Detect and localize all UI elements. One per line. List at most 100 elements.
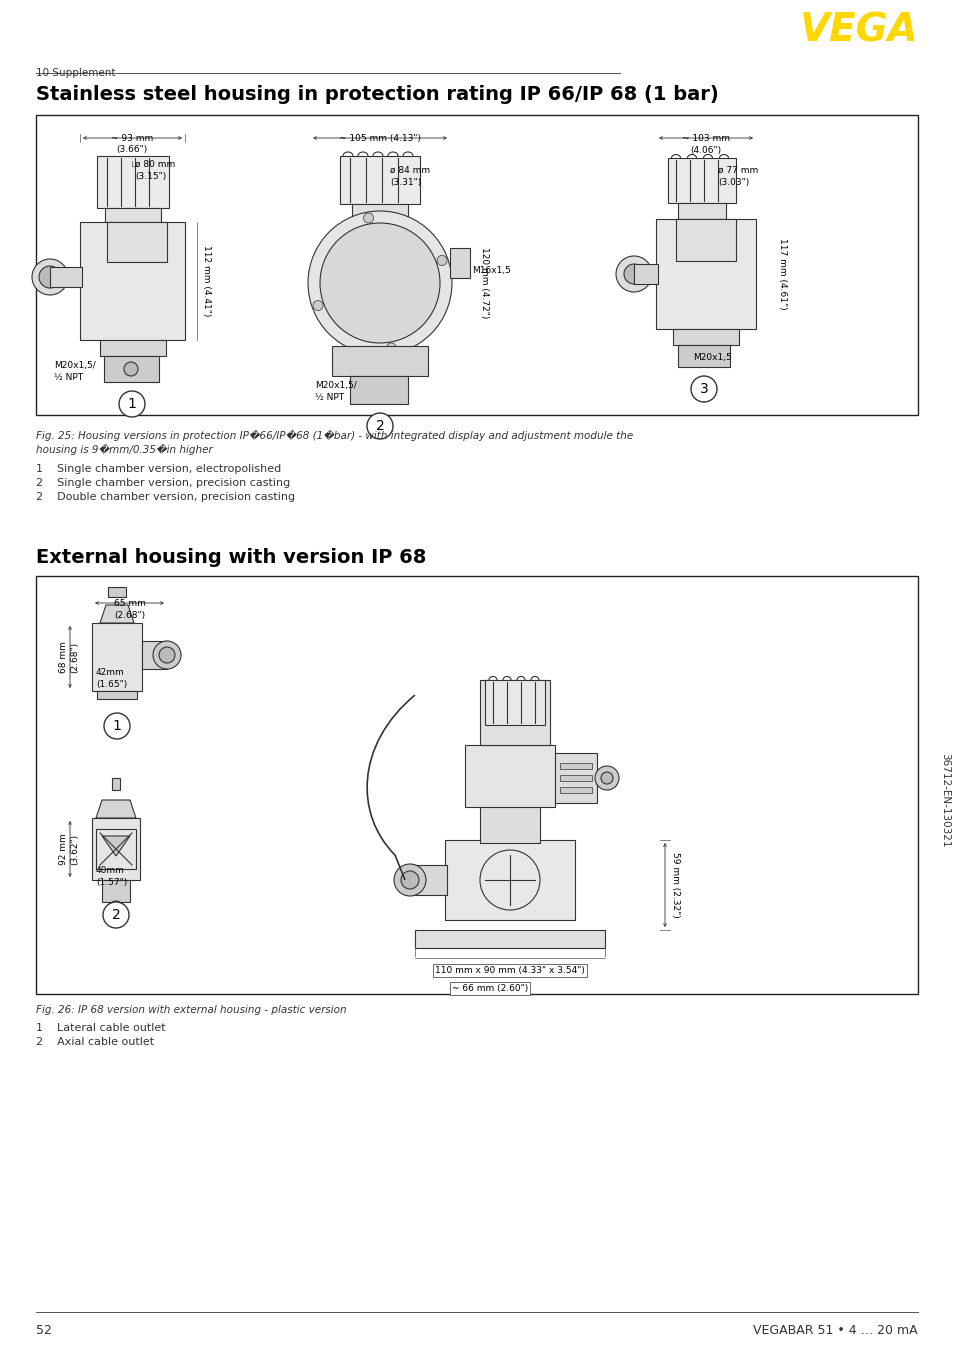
Text: ½ NPT: ½ NPT xyxy=(314,393,344,402)
Text: 68 mm: 68 mm xyxy=(59,640,68,673)
Circle shape xyxy=(616,256,651,292)
Text: (3.15"): (3.15") xyxy=(135,172,166,181)
Text: (4.06"): (4.06") xyxy=(690,146,720,154)
Bar xyxy=(348,222,412,230)
Circle shape xyxy=(394,864,426,896)
Text: 1    Lateral cable outlet: 1 Lateral cable outlet xyxy=(36,1024,166,1033)
Bar xyxy=(80,222,185,340)
Circle shape xyxy=(119,391,145,417)
Text: (2.68"): (2.68") xyxy=(70,642,79,673)
Bar xyxy=(339,156,419,204)
Text: ø 77 mm: ø 77 mm xyxy=(718,167,758,175)
Text: (1.57"): (1.57") xyxy=(96,877,127,887)
Text: 65 mm: 65 mm xyxy=(114,598,146,608)
Bar xyxy=(656,219,755,329)
Text: 2: 2 xyxy=(375,418,384,433)
Circle shape xyxy=(319,223,439,343)
Text: External housing with version IP 68: External housing with version IP 68 xyxy=(36,548,426,567)
Circle shape xyxy=(623,264,643,284)
Text: (1.65"): (1.65") xyxy=(96,680,127,689)
Circle shape xyxy=(600,772,613,784)
Bar xyxy=(479,806,539,844)
Text: 40mm: 40mm xyxy=(96,867,125,875)
Bar xyxy=(678,203,725,219)
Text: 59 mm (2.32"): 59 mm (2.32") xyxy=(670,852,679,918)
Bar xyxy=(91,818,140,880)
Bar xyxy=(104,356,159,382)
Bar xyxy=(559,764,592,769)
Text: 2    Single chamber version, precision casting: 2 Single chamber version, precision cast… xyxy=(36,478,290,487)
Bar xyxy=(50,267,82,287)
Bar xyxy=(672,329,739,345)
Text: 110 mm x 90 mm (4.33" x 3.54"): 110 mm x 90 mm (4.33" x 3.54") xyxy=(435,965,584,975)
Text: ½ NPT: ½ NPT xyxy=(54,372,83,382)
Text: (3.62"): (3.62") xyxy=(70,834,79,865)
Bar xyxy=(112,779,120,789)
Text: 120 mm (4.72"): 120 mm (4.72") xyxy=(479,248,489,318)
Circle shape xyxy=(159,647,174,663)
Text: 52: 52 xyxy=(36,1324,51,1336)
Text: VEGABAR 51 • 4 … 20 mA: VEGABAR 51 • 4 … 20 mA xyxy=(753,1324,917,1336)
Bar xyxy=(91,623,142,691)
Text: 2    Double chamber version, precision casting: 2 Double chamber version, precision cast… xyxy=(36,492,294,502)
Bar xyxy=(107,222,167,263)
Bar xyxy=(450,248,470,278)
Text: 112 mm (4.41"): 112 mm (4.41") xyxy=(202,245,211,317)
Text: 36712-EN-130321: 36712-EN-130321 xyxy=(939,753,949,848)
Text: VEGA: VEGA xyxy=(799,12,917,50)
Bar xyxy=(559,774,592,781)
Bar xyxy=(36,115,917,414)
Circle shape xyxy=(363,213,374,223)
Circle shape xyxy=(595,766,618,789)
Circle shape xyxy=(103,902,129,927)
Text: 3: 3 xyxy=(699,382,708,395)
Circle shape xyxy=(690,376,717,402)
Circle shape xyxy=(308,211,452,355)
Text: M16x1,5: M16x1,5 xyxy=(472,265,511,275)
Text: 42mm: 42mm xyxy=(96,668,125,677)
Circle shape xyxy=(152,640,181,669)
Bar xyxy=(555,753,597,803)
Text: Stainless steel housing in protection rating IP 66/IP 68 (1 bar): Stainless steel housing in protection ra… xyxy=(36,85,718,104)
Text: housing is 9�mm/0.35�in higher: housing is 9�mm/0.35�in higher xyxy=(36,444,213,455)
Bar xyxy=(479,680,550,745)
Bar xyxy=(464,745,555,807)
Bar xyxy=(559,787,592,793)
Text: ~ 66 mm (2.60"): ~ 66 mm (2.60") xyxy=(452,984,528,992)
Circle shape xyxy=(386,343,396,353)
Circle shape xyxy=(109,900,123,915)
Circle shape xyxy=(400,871,418,890)
Bar xyxy=(96,829,136,869)
Text: 1: 1 xyxy=(128,397,136,412)
Text: M20x1,5: M20x1,5 xyxy=(692,353,731,362)
Text: Fig. 26: IP 68 version with external housing - plastic version: Fig. 26: IP 68 version with external hou… xyxy=(36,1005,346,1016)
Text: M20x1,5/: M20x1,5/ xyxy=(54,362,95,370)
Bar xyxy=(676,219,735,261)
Bar xyxy=(410,865,447,895)
Bar xyxy=(142,640,167,669)
Text: ~ 103 mm: ~ 103 mm xyxy=(681,134,729,144)
Bar xyxy=(105,209,161,222)
Text: ~ 105 mm (4.13"): ~ 105 mm (4.13") xyxy=(338,134,420,144)
Bar xyxy=(484,680,544,724)
Circle shape xyxy=(436,256,447,265)
Text: 2: 2 xyxy=(112,909,120,922)
Text: ~ 93 mm: ~ 93 mm xyxy=(111,134,153,144)
Bar xyxy=(102,880,130,902)
Text: (2.68"): (2.68") xyxy=(114,611,146,620)
Circle shape xyxy=(39,265,61,288)
Bar xyxy=(350,376,408,403)
Bar xyxy=(667,158,735,203)
Bar xyxy=(108,588,126,597)
Bar xyxy=(100,340,166,356)
Circle shape xyxy=(32,259,68,295)
Bar xyxy=(352,204,408,222)
Bar xyxy=(678,345,729,367)
Text: ø 84 mm: ø 84 mm xyxy=(390,167,430,175)
Polygon shape xyxy=(102,835,130,856)
Text: ø 80 mm: ø 80 mm xyxy=(135,160,175,169)
Circle shape xyxy=(124,362,138,376)
Bar xyxy=(332,347,428,376)
Text: 117 mm (4.61"): 117 mm (4.61") xyxy=(778,238,786,310)
Text: Fig. 25: Housing versions in protection IP�66/IP�68 (1�bar) - with integrated di: Fig. 25: Housing versions in protection … xyxy=(36,431,633,441)
